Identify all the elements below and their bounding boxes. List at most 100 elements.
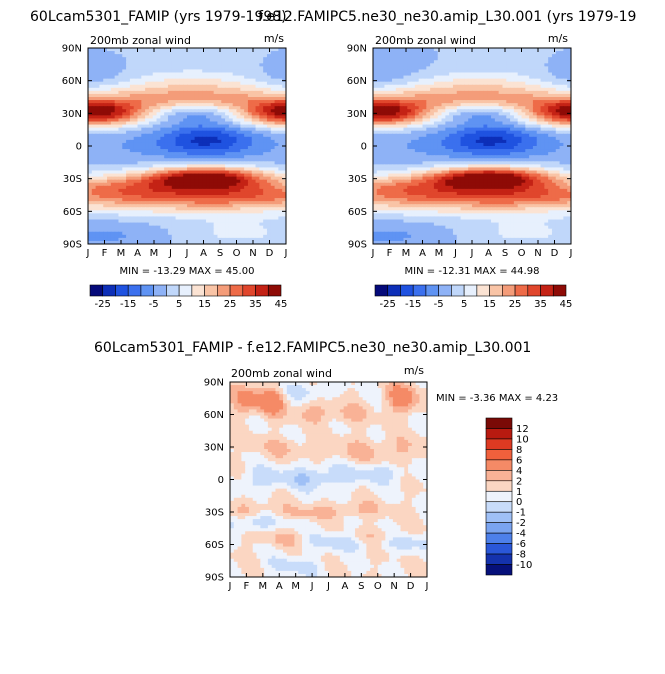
panel-b-cell [422,130,427,135]
panel-a-cell [244,139,249,144]
panel-a-cell [251,219,257,224]
panel-a-cell [145,201,150,205]
panel-a-cell [133,51,139,55]
panel-a-cell [232,63,238,67]
panel-a-cell [255,188,260,193]
panel-b-cell [540,69,545,74]
panel-a-cell [167,225,173,230]
panel-a-cell [240,201,245,205]
panel-a-cell [118,103,123,107]
panel-b-cell [422,72,427,77]
panel-a-cell [156,149,161,153]
panel-a-cell [91,51,97,55]
panel-a-cell [274,179,279,184]
panel-a-cell [282,222,286,227]
panel-a-cell [270,130,276,135]
panel-a-cell [145,106,150,110]
panel-a-cell [107,228,112,233]
panel-a-cell [129,210,135,214]
panel-b-cell [422,139,427,144]
panel-a-cell [156,142,161,147]
panel-a-cell [110,142,116,147]
panel-b-cell [506,54,511,58]
panel-a-cell [282,228,286,233]
panel-a-cell [221,240,226,244]
panel-a-cell [171,216,177,221]
panel-b-cell [468,69,473,74]
panel-a-cell [107,72,112,77]
panel-b-cell [472,124,477,129]
panel-a-cell [251,234,257,239]
panel-b-cell [430,63,435,67]
panel-b-cell [426,136,431,141]
panel-a-cell [103,198,108,202]
panel-b-cell [494,100,500,104]
panel-a-cell [164,103,169,107]
panel-b-cell [433,121,439,126]
panel-b-cell [551,63,557,67]
panel-a-xtick-label: F [102,248,108,259]
panel-b-cell [529,136,534,141]
panel-a-cell [259,240,264,244]
panel-a-cell [103,158,108,162]
panel-b-cell [445,133,450,138]
panel-a-cell [198,133,203,138]
panel-a-cell [282,240,286,244]
panel-a-cell [118,66,123,71]
panel-a-cell [228,78,234,83]
panel-a-cell [95,136,101,141]
panel-b-cell [392,57,397,61]
panel-b-cell [380,103,386,107]
panel-b-cell [380,87,386,92]
panel-b-cell [445,72,450,77]
panel-a-cell [247,142,253,147]
panel-b-cell [559,57,564,61]
panel-b-cell [407,115,412,120]
panel-a-cell [179,216,184,221]
panel-a-cell [110,231,116,236]
panel-a-cell [259,152,264,156]
panel-a-cell [202,155,207,159]
panel-b-cell [422,106,427,110]
panel-b-cell [449,130,454,135]
panel-a-cell [217,112,222,116]
panel-b-cell [384,54,389,58]
panel-b-cell [392,78,397,83]
panel-a-cell [129,54,135,58]
panel-a-cell [110,115,116,120]
panel-a-cell [282,84,286,89]
panel-a-cell [148,100,154,104]
panel-b-cell [544,63,549,67]
panel-b-cell [472,130,477,135]
panel-a-cell [206,60,211,64]
panel-a-cell [236,240,241,244]
panel-a-cell [209,195,215,199]
panel-b-cell [513,97,519,101]
panel-b-cell [373,87,378,92]
panel-a-cell [198,170,203,175]
panel-b-cell [403,130,408,135]
panel-a-cell [156,237,161,242]
panel-a-cell [259,90,264,95]
panel-a-cell [137,231,142,236]
panel-a-cell [209,66,215,71]
panel-a-cell [137,69,142,74]
panel-a-cell [110,69,116,74]
panel-a-cell [107,219,112,224]
panel-a-cell [152,158,158,162]
panel-b-cell [456,57,462,61]
panel-a-cell [118,127,123,132]
panel-a-cell [118,198,123,202]
panel-a-cell [236,100,241,104]
panel-a-cell [228,207,234,211]
panel-a-cell [152,234,158,239]
panel-a-cell [194,57,200,61]
panel-a-cell [202,201,207,205]
panel-b-cell [551,72,557,77]
panel-a-cell [148,201,154,205]
panel-a-cell [99,69,104,74]
panel-a-cell [263,164,268,169]
panel-b-cell [521,72,526,77]
panel-a-cell [244,51,249,55]
panel-a-cell [160,176,165,181]
